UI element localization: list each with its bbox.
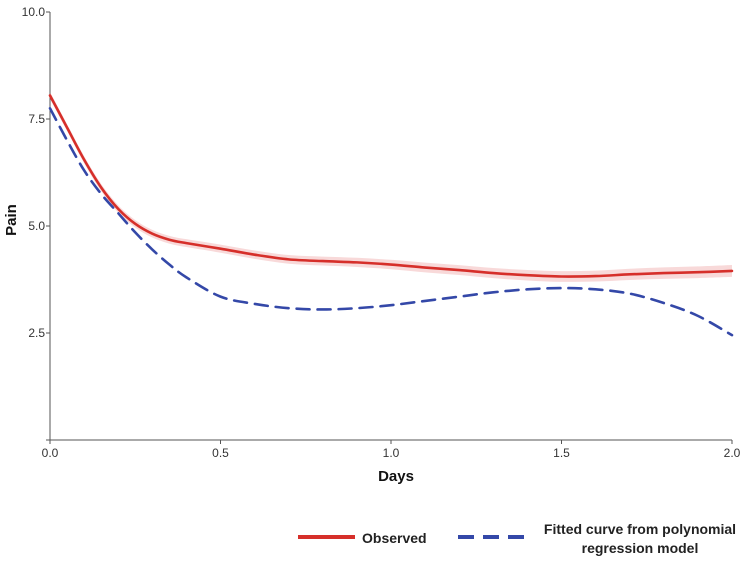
legend: Observed Fitted curve from polynomial regr…	[298, 521, 736, 556]
x-tick-label: 1.5	[553, 446, 570, 460]
x-tick-label: 0.0	[42, 446, 59, 460]
legend-label-observed: Observed	[362, 530, 427, 546]
y-tick-label: 2.5	[28, 326, 45, 340]
series-layer	[48, 92, 734, 337]
x-axis-title: Days	[378, 468, 414, 485]
fitted-series-line	[48, 107, 734, 337]
legend-label-fitted-line1: Fitted curve from polynomial	[544, 521, 736, 537]
y-tick-label: 10.0	[22, 5, 46, 19]
x-tick-label: 2.0	[724, 446, 741, 460]
x-tick-label: 0.5	[212, 446, 229, 460]
observed-confidence-band	[50, 92, 732, 282]
legend-label-fitted-line2: regression model	[582, 540, 699, 556]
x-tick-label: 1.0	[383, 446, 400, 460]
axes: 0.0 0.5 1.0 1.5 2.0 2.5 5.0 7.5 10.0 Days Pain	[3, 5, 741, 485]
y-axis-title: Pain	[3, 204, 20, 236]
observed-series-line	[48, 94, 734, 278]
y-tick-label: 7.5	[28, 112, 45, 126]
y-tick-label: 5.0	[28, 219, 45, 233]
